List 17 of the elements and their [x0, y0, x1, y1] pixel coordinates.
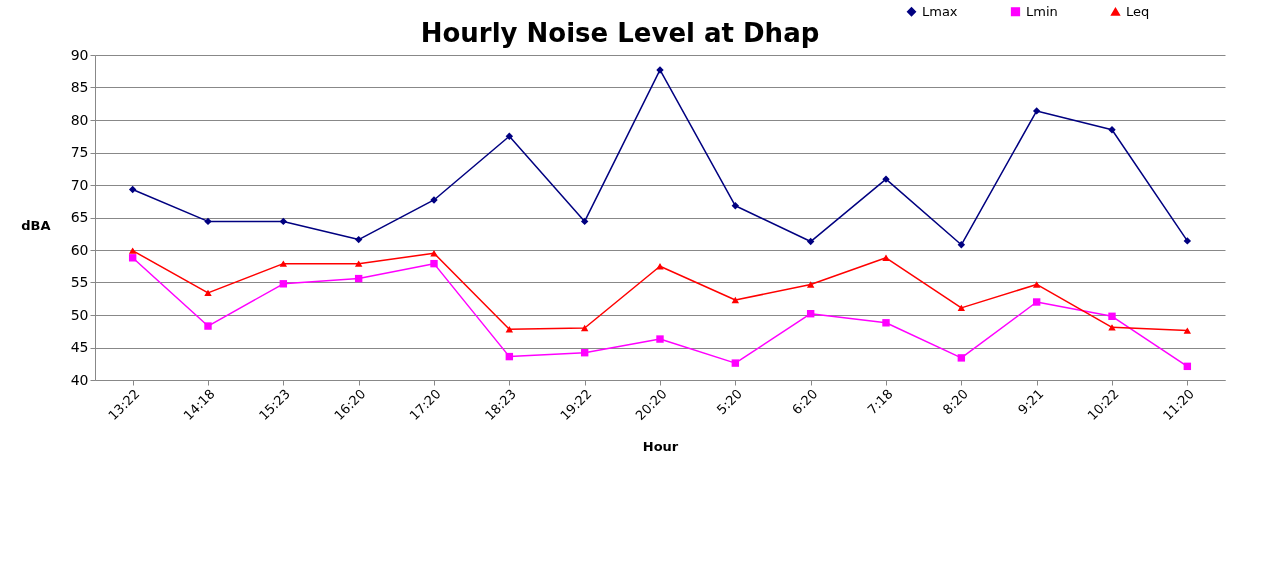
legend-label: Lmin — [1026, 3, 1058, 19]
y-tick-label: 80 — [70, 111, 89, 128]
y-tick-label: 40 — [70, 371, 89, 388]
y-tick-label: 65 — [70, 209, 89, 225]
y-tick-label: 45 — [70, 339, 89, 355]
x-axis-title: Hour — [642, 439, 679, 455]
y-tick-label: 50 — [70, 306, 89, 323]
y-axis-title: dBA — [21, 217, 51, 233]
y-tick-label: 85 — [70, 79, 89, 95]
y-tick-label: 90 — [70, 46, 89, 63]
y-tick-label: 70 — [70, 176, 89, 193]
y-tick-label: 60 — [70, 241, 89, 258]
y-tick-label: 75 — [70, 144, 89, 160]
legend-label: Leq — [1126, 3, 1150, 19]
chart-title: Hourly Noise Level at Dhap — [420, 18, 820, 48]
legend-label: Lmax — [922, 3, 958, 19]
y-tick-label: 55 — [70, 274, 89, 290]
